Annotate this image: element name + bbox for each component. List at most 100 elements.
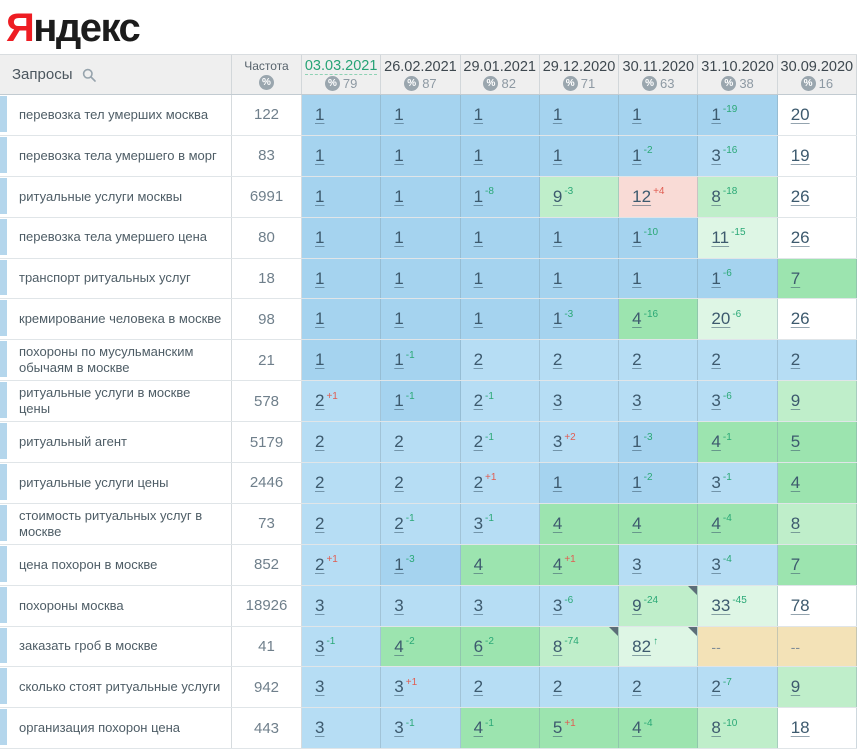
position-value[interactable]: 2 [790,350,801,370]
position-value[interactable]: 5 [790,432,801,452]
position-value[interactable]: 2 [315,472,325,492]
position-value[interactable]: 1 [315,268,325,288]
position-value[interactable]: 3 [315,636,325,656]
position-value[interactable]: 1 [394,145,404,165]
position-value[interactable]: 3 [394,595,404,615]
position-value[interactable]: 2 [632,350,642,370]
query-cell[interactable]: сколько стоят ритуальные услуги [7,667,232,708]
position-value[interactable]: 4 [632,513,642,533]
position-value[interactable]: 1 [315,309,325,329]
position-value[interactable]: 1 [552,472,563,492]
position-value[interactable]: 2 [394,432,404,452]
position-value[interactable]: 1 [632,104,642,124]
position-value[interactable]: 1 [315,186,325,206]
position-value[interactable]: 3 [552,391,563,411]
position-value[interactable]: 1 [394,227,404,247]
position-value[interactable]: 2 [473,472,484,492]
position-value[interactable]: 1 [552,268,563,288]
position-value[interactable]: 1 [711,104,721,124]
position-value[interactable]: 8 [552,636,563,656]
position-value[interactable]: 1 [394,186,404,206]
query-cell[interactable]: ритуальные услуги цены [7,463,232,503]
yandex-logo[interactable]: Яндекс [6,8,141,48]
position-value[interactable]: 11 [711,227,730,247]
position-value[interactable]: 9 [632,595,642,615]
date-label[interactable]: 30.11.2020 [622,58,695,75]
position-value[interactable]: 3 [552,595,563,615]
position-value[interactable]: 1 [632,472,642,492]
position-value[interactable]: 2 [315,391,325,411]
position-value[interactable]: 20 [711,309,731,329]
date-column-header[interactable]: 31.10.2020% 38 [698,55,778,94]
position-value[interactable]: 8 [711,718,721,738]
date-column-header[interactable]: 29.12.2020% 71 [540,55,620,94]
position-value[interactable]: 4 [394,636,404,656]
position-value[interactable]: 18 [790,718,810,738]
position-value[interactable]: 5 [552,718,563,738]
query-cell[interactable]: ритуальные услуги москвы [7,176,232,217]
position-value[interactable]: 12 [632,186,652,206]
query-cell[interactable]: ритуальные услуги в москве цены [7,381,232,422]
query-cell[interactable]: перевозка тела умершего цена [7,217,232,258]
date-column-header[interactable]: 03.03.2021% 79 [302,55,382,94]
position-value[interactable]: 4 [632,309,642,329]
position-value[interactable]: 1 [315,350,325,370]
position-value[interactable]: 3 [315,677,325,697]
position-value[interactable]: 26 [790,186,810,206]
date-label[interactable]: 29.12.2020 [542,58,616,75]
position-value[interactable]: 3 [315,718,325,738]
position-value[interactable]: 78 [790,595,810,615]
position-value[interactable]: 20 [790,104,810,124]
position-value[interactable]: 1 [473,145,484,165]
query-cell[interactable]: ритуальный агент [7,422,232,463]
date-column-header[interactable]: 30.09.2020% 16 [778,55,857,94]
position-value[interactable]: 2 [315,432,325,452]
position-value[interactable]: 1 [632,268,642,288]
position-value[interactable]: 3 [473,513,484,533]
query-cell[interactable]: заказать гроб в москве [7,626,232,667]
query-cell[interactable]: перевозка тела умершего в морг [7,135,232,176]
position-value[interactable]: 2 [632,677,642,697]
position-value[interactable]: 2 [711,677,721,697]
position-value[interactable]: 1 [394,350,404,370]
position-value[interactable]: 1 [552,227,563,247]
position-value[interactable]: 4 [711,432,721,452]
position-value[interactable]: 26 [790,227,810,247]
search-icon[interactable] [82,68,96,82]
date-column-header[interactable]: 29.01.2021% 82 [461,55,540,94]
date-label[interactable]: 26.02.2021 [384,58,457,75]
position-value[interactable]: 4 [473,718,484,738]
position-value[interactable]: 2 [473,350,484,370]
position-value[interactable]: 2 [711,350,721,370]
date-label[interactable]: 03.03.2021 [304,58,378,75]
note-corner-marker[interactable] [688,626,698,636]
note-corner-marker[interactable] [609,626,619,636]
position-value[interactable]: 4 [790,472,801,492]
query-cell[interactable]: стоимость ритуальных услуг в москве [7,503,232,544]
position-value[interactable]: 2 [473,391,484,411]
position-value[interactable]: 1 [473,268,484,288]
date-column-header[interactable]: 26.02.2021% 87 [381,55,461,94]
position-value[interactable]: 9 [552,186,563,206]
position-value[interactable]: 1 [394,104,404,124]
position-value[interactable]: 2 [552,677,563,697]
date-label[interactable]: 30.09.2020 [780,58,854,75]
position-value[interactable]: 3 [711,472,721,492]
position-value[interactable]: 7 [790,268,801,288]
position-value[interactable]: 1 [552,309,563,329]
position-value[interactable]: 26 [790,309,810,329]
position-value[interactable]: 3 [473,595,484,615]
position-value[interactable]: 3 [394,677,404,697]
position-value[interactable]: 1 [632,145,642,165]
position-value[interactable]: 1 [473,104,484,124]
query-cell[interactable]: похороны москва [7,585,232,626]
note-corner-marker[interactable] [688,585,698,595]
position-value[interactable]: 3 [315,595,325,615]
position-value[interactable]: 2 [394,513,404,533]
position-value[interactable]: 3 [711,145,721,165]
position-value[interactable]: 2 [394,472,404,492]
position-value[interactable]: 3 [632,391,642,411]
position-value[interactable]: 4 [711,513,721,533]
position-value[interactable]: 1 [473,186,484,206]
position-value[interactable]: 6 [473,636,484,656]
